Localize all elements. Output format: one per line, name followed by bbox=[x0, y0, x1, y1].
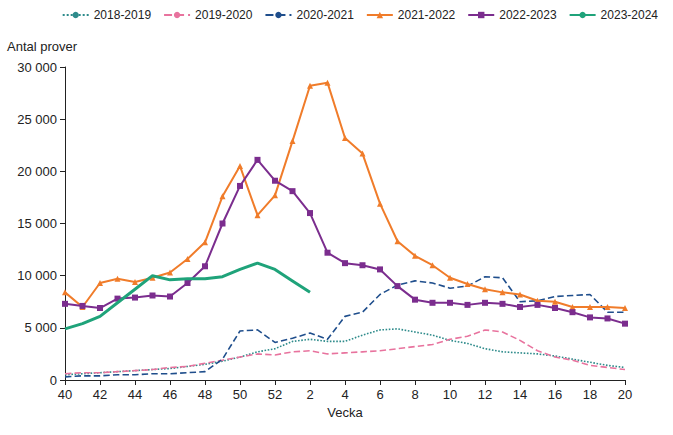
svg-text:48: 48 bbox=[198, 387, 212, 402]
svg-text:2021-2022: 2021-2022 bbox=[398, 8, 456, 22]
svg-text:2023-2024: 2023-2024 bbox=[601, 8, 659, 22]
svg-text:Antal prover: Antal prover bbox=[7, 39, 78, 54]
svg-text:42: 42 bbox=[93, 387, 107, 402]
svg-text:12: 12 bbox=[478, 387, 492, 402]
svg-text:18: 18 bbox=[583, 387, 597, 402]
svg-text:20: 20 bbox=[618, 387, 632, 402]
svg-text:14: 14 bbox=[513, 387, 527, 402]
svg-text:2020-2021: 2020-2021 bbox=[296, 8, 354, 22]
svg-text:20 000: 20 000 bbox=[17, 164, 57, 179]
svg-text:25 000: 25 000 bbox=[17, 112, 57, 127]
svg-text:50: 50 bbox=[233, 387, 247, 402]
svg-text:5 000: 5 000 bbox=[24, 320, 57, 335]
svg-text:16: 16 bbox=[548, 387, 562, 402]
svg-text:52: 52 bbox=[268, 387, 282, 402]
svg-text:8: 8 bbox=[411, 387, 418, 402]
svg-text:4: 4 bbox=[341, 387, 348, 402]
svg-text:2018-2019: 2018-2019 bbox=[94, 8, 152, 22]
svg-text:44: 44 bbox=[128, 387, 142, 402]
svg-text:15 000: 15 000 bbox=[17, 216, 57, 231]
svg-text:6: 6 bbox=[376, 387, 383, 402]
svg-text:0: 0 bbox=[50, 373, 57, 388]
svg-text:2: 2 bbox=[306, 387, 313, 402]
svg-text:Vecka: Vecka bbox=[327, 405, 363, 420]
svg-text:30 000: 30 000 bbox=[17, 60, 57, 75]
svg-text:2022-2023: 2022-2023 bbox=[499, 8, 557, 22]
svg-text:10 000: 10 000 bbox=[17, 268, 57, 283]
svg-text:40: 40 bbox=[58, 387, 72, 402]
svg-text:2019-2020: 2019-2020 bbox=[195, 8, 253, 22]
svg-text:46: 46 bbox=[163, 387, 177, 402]
svg-text:10: 10 bbox=[443, 387, 457, 402]
